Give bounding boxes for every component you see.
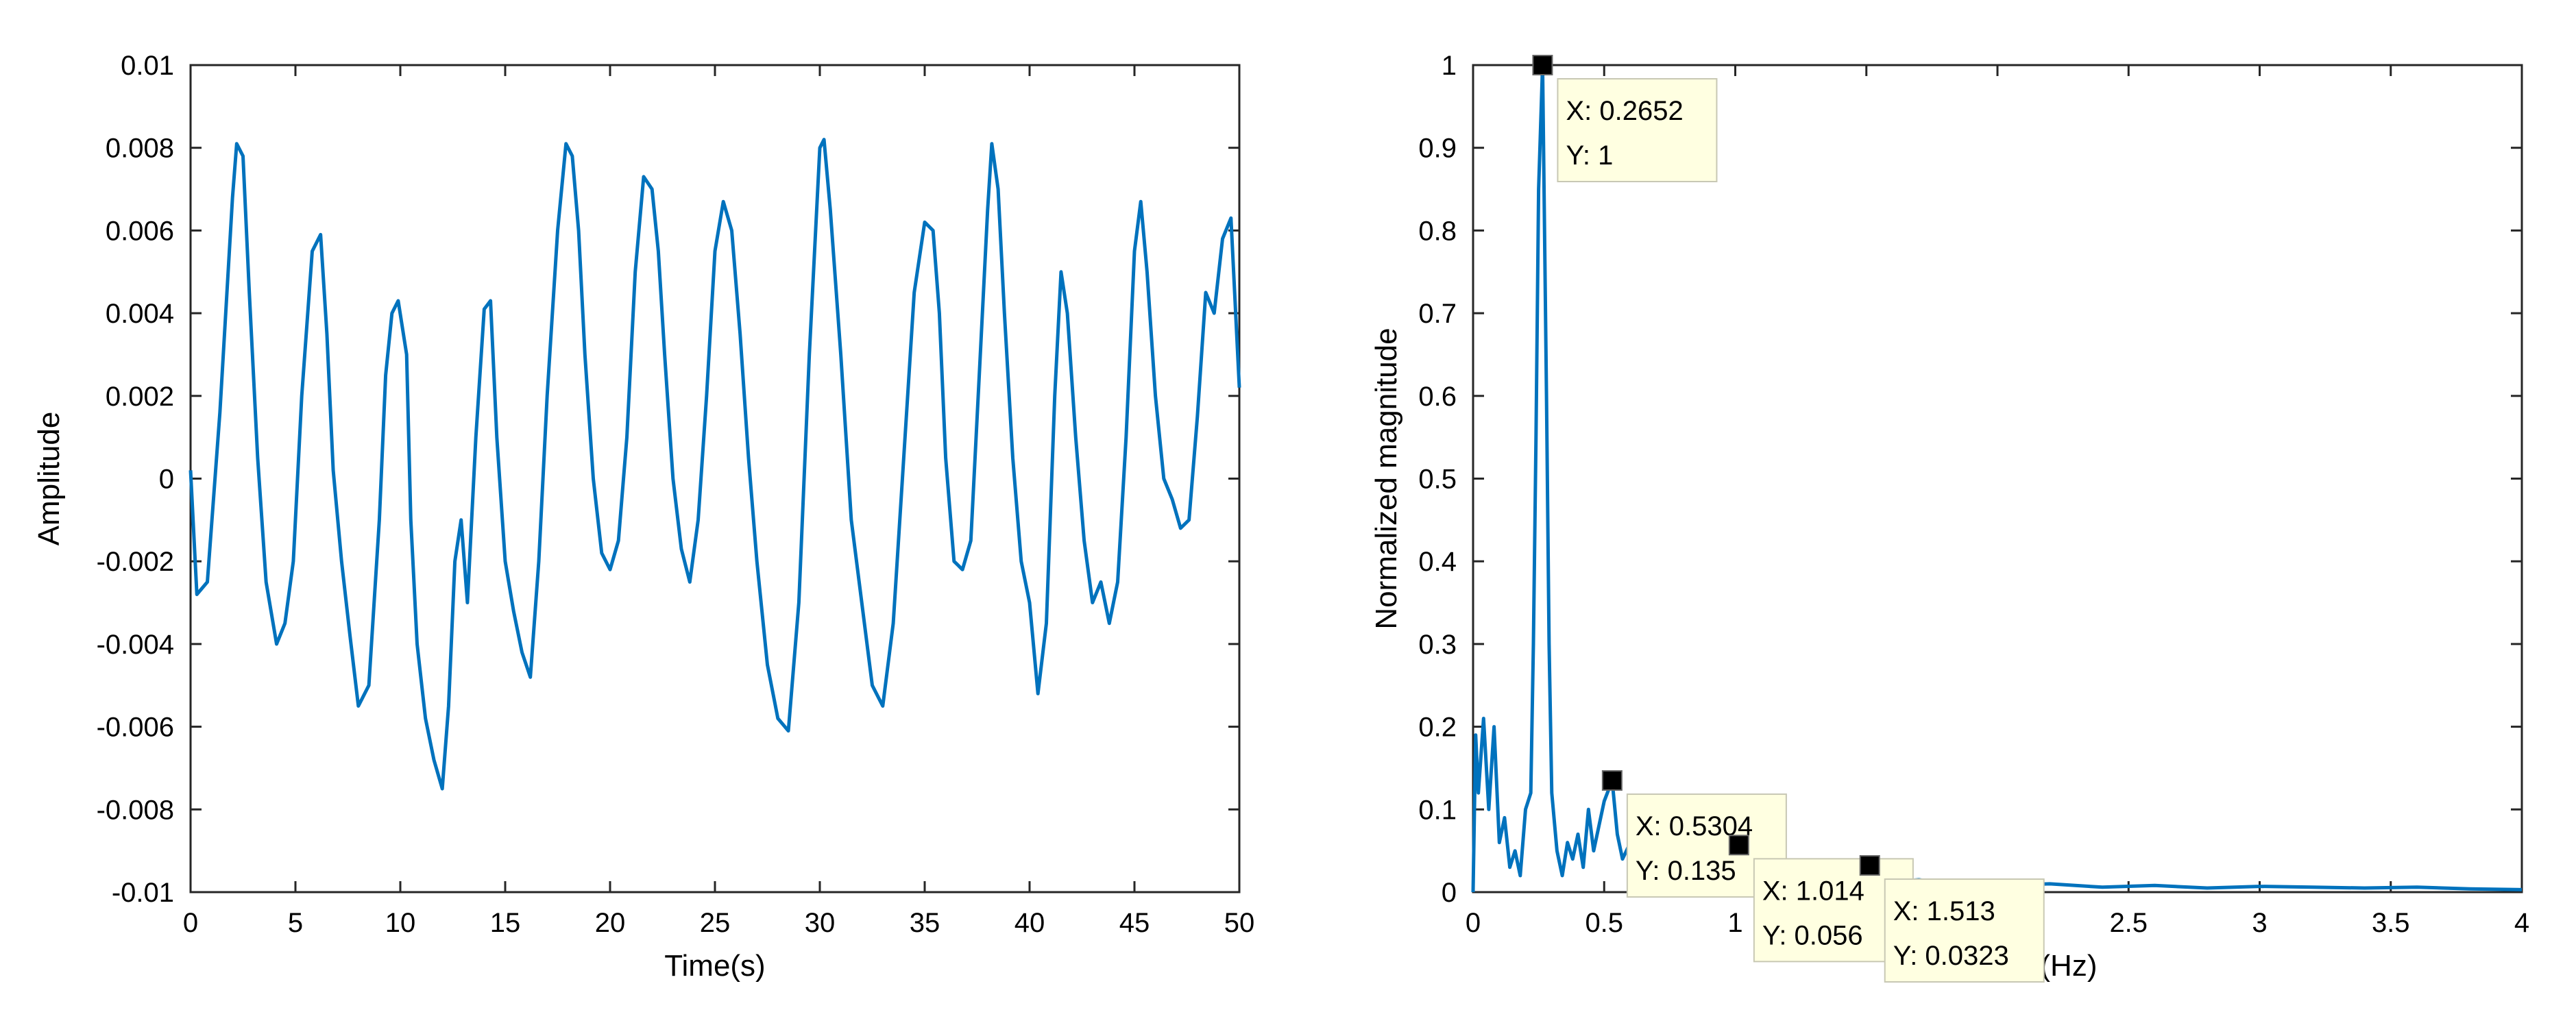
datatip-marker[interactable] <box>1601 770 1623 791</box>
y-tick-label: -0.002 <box>97 547 174 577</box>
series-line <box>189 138 1241 791</box>
x-tick-label: 1 <box>1727 908 1742 938</box>
y-tick-label: -0.006 <box>97 713 174 743</box>
x-tick-label: 35 <box>910 908 940 938</box>
x-tick-label: 50 <box>1224 908 1255 938</box>
datatip-y-label: Y: 0.056 <box>1762 920 1863 950</box>
y-tick-label: 0.002 <box>106 382 174 412</box>
x-tick-label: 15 <box>490 908 521 938</box>
y-tick-label: 0.008 <box>106 134 174 164</box>
time-domain-chart: 0 5 10 15 20 25 30 35 40 45 50 -0.01 -0.008 -0.006 -0.… <box>32 51 1254 983</box>
x-tick-label: 0.5 <box>1585 908 1623 938</box>
x-tick-label: 20 <box>595 908 626 938</box>
x-tick-label: 3.5 <box>2372 908 2410 938</box>
datatip-x-label: X: 1.513 <box>1893 896 1995 926</box>
x-tick-label: 0 <box>183 908 198 938</box>
y-tick-label: 0.1 <box>1418 795 1457 825</box>
y-tick-label: 0.01 <box>121 51 174 81</box>
datatip-marker[interactable] <box>1532 55 1553 75</box>
y-tick-label: 0.7 <box>1418 299 1457 329</box>
y-tick-label: -0.01 <box>112 878 174 908</box>
x-tick-label: 30 <box>805 908 836 938</box>
y-axis-label: Normalized magnitude <box>1370 328 1403 629</box>
frequency-spectrum-chart: 00.511.522.533.5400.10.20.30.40.50.60.70… <box>1370 51 2529 983</box>
x-tick-label: 40 <box>1014 908 1045 938</box>
x-axis-label: Time(s) <box>664 949 765 983</box>
datatip-marker[interactable] <box>1859 855 1880 876</box>
y-tick-label: 0.5 <box>1418 465 1457 495</box>
datatip-marker[interactable] <box>1728 835 1749 856</box>
x-tick-label: 2.5 <box>2109 908 2148 938</box>
y-axis-label: Amplitude <box>32 412 66 546</box>
y-tick-label: 0 <box>159 465 174 495</box>
y-tick-label: 0.3 <box>1418 630 1457 660</box>
x-tick-label: 0 <box>1466 908 1481 938</box>
datatip-y-label: Y: 0.135 <box>1636 856 1736 886</box>
datatip-x-label: X: 0.2652 <box>1566 96 1683 126</box>
y-tick-label: 0.9 <box>1418 134 1457 164</box>
y-tick-label: 0 <box>1442 878 1457 908</box>
y-tick-label: -0.004 <box>97 630 174 660</box>
x-tick-label: 4 <box>2514 908 2529 938</box>
datatip-y-label: Y: 1 <box>1566 140 1613 171</box>
y-tick-label: -0.008 <box>97 795 174 825</box>
y-tick-label: 0.4 <box>1418 547 1457 577</box>
x-tick-label: 5 <box>288 908 303 938</box>
y-tick-label: 0.6 <box>1418 382 1457 412</box>
y-tick-label: 0.2 <box>1418 713 1457 743</box>
y-tick-label: 0.004 <box>106 299 174 329</box>
y-tick-label: 1 <box>1442 51 1457 81</box>
datatip-box[interactable] <box>1884 878 2045 983</box>
x-tick-label: 10 <box>385 908 416 938</box>
datatip-y-label: Y: 0.0323 <box>1893 941 2009 971</box>
x-tick-label: 45 <box>1119 908 1150 938</box>
x-tick-label: 3 <box>2252 908 2267 938</box>
datatip-x-label: X: 1.014 <box>1762 876 1864 906</box>
plot-area <box>189 64 1241 893</box>
plot-area <box>1472 64 2523 893</box>
datatip-box[interactable] <box>1557 78 1718 182</box>
y-tick-label: 0.006 <box>106 216 174 246</box>
y-tick-label: 0.8 <box>1418 216 1457 246</box>
x-tick-label: 25 <box>700 908 731 938</box>
